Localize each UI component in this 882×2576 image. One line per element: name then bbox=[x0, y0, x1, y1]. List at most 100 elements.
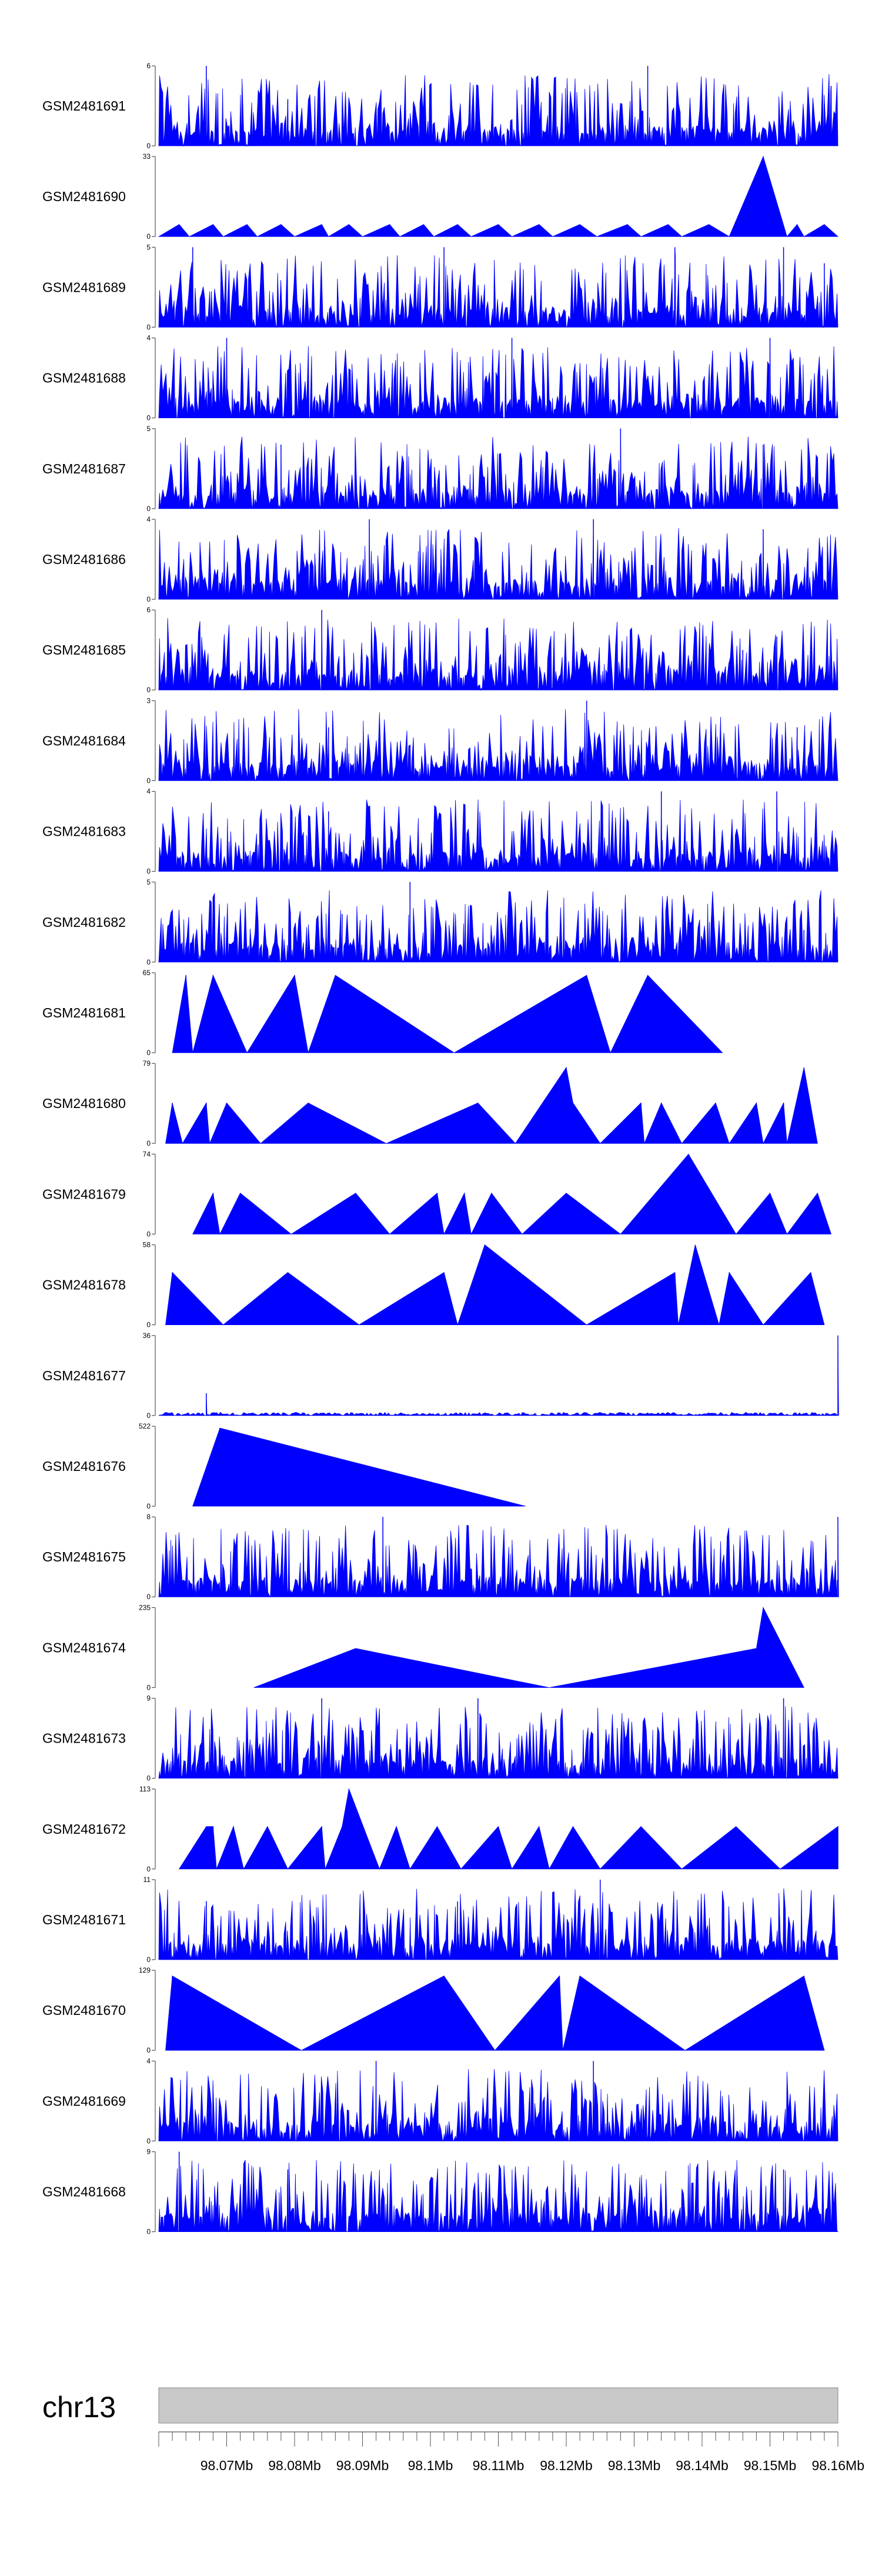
coverage-area bbox=[192, 1427, 526, 1507]
track-label: GSM2481673 bbox=[42, 1731, 126, 1746]
track-label: GSM2481686 bbox=[42, 552, 126, 567]
coverage-area bbox=[172, 974, 723, 1054]
track-GSM2481679: GSM2481679 74 0 bbox=[42, 1150, 832, 1238]
track-label: GSM2481683 bbox=[42, 824, 126, 839]
coverage-area bbox=[158, 1698, 838, 1779]
y-tick-label: 33 bbox=[143, 152, 151, 161]
track-label: GSM2481681 bbox=[42, 1005, 126, 1020]
coverage-area bbox=[165, 1067, 818, 1144]
track-GSM2481673: GSM2481673 9 0 bbox=[42, 1694, 838, 1783]
y-tick-label: 74 bbox=[143, 1150, 151, 1158]
track-label: GSM2481669 bbox=[42, 2093, 126, 2108]
x-tick-label: 98.09Mb bbox=[336, 2458, 389, 2473]
track-GSM2481670: GSM2481670 129 0 bbox=[42, 1966, 825, 2054]
y-tick-label: 0 bbox=[146, 323, 151, 331]
x-tick-label: 98.11Mb bbox=[473, 2458, 524, 2473]
coverage-area bbox=[158, 882, 838, 963]
y-tick-label: 0 bbox=[146, 1049, 151, 1057]
y-tick-label: 5 bbox=[146, 878, 151, 886]
track-label: GSM2481684 bbox=[42, 733, 126, 748]
coverage-area bbox=[158, 428, 838, 510]
coverage-area bbox=[158, 700, 838, 782]
y-tick-label: 65 bbox=[143, 969, 151, 977]
y-tick-label: 6 bbox=[146, 606, 151, 614]
data-tracks: GSM248169160GSM2481690330GSM248168950GSM… bbox=[42, 62, 839, 2236]
y-tick-label: 0 bbox=[146, 2228, 151, 2236]
x-tick-label: 98.12Mb bbox=[540, 2458, 593, 2473]
y-tick-label: 0 bbox=[146, 2046, 151, 2054]
coverage-area bbox=[158, 1517, 839, 1598]
coverage-area bbox=[192, 1153, 832, 1235]
y-tick-label: 0 bbox=[146, 1502, 151, 1510]
track-GSM2481686: GSM2481686 4 0 bbox=[42, 515, 838, 603]
x-tick-label: 98.15Mb bbox=[744, 2458, 797, 2473]
y-tick-label: 9 bbox=[146, 1694, 151, 1703]
y-tick-label: 0 bbox=[146, 1774, 151, 1783]
track-GSM2481690: GSM2481690 33 0 bbox=[42, 152, 839, 241]
y-tick-label: 4 bbox=[146, 788, 151, 796]
coverage-area bbox=[158, 156, 839, 238]
y-tick-label: 58 bbox=[143, 1241, 151, 1249]
y-tick-label: 0 bbox=[146, 232, 151, 241]
track-label: GSM2481678 bbox=[42, 1277, 126, 1293]
y-tick-label: 6 bbox=[146, 62, 151, 70]
y-tick-label: 0 bbox=[146, 1683, 151, 1691]
track-label: GSM2481671 bbox=[42, 1912, 126, 1927]
track-label: GSM2481670 bbox=[42, 2003, 126, 2018]
y-tick-label: 8 bbox=[146, 1513, 151, 1521]
y-tick-label: 11 bbox=[143, 1876, 151, 1884]
track-GSM2481684: GSM2481684 3 0 bbox=[42, 696, 838, 785]
y-tick-label: 0 bbox=[146, 1412, 151, 1420]
y-tick-label: 522 bbox=[139, 1422, 151, 1430]
track-GSM2481676: GSM2481676 522 0 bbox=[42, 1422, 526, 1510]
coverage-area bbox=[158, 791, 838, 873]
y-tick-label: 235 bbox=[139, 1603, 151, 1611]
y-tick-label: 3 bbox=[146, 696, 151, 705]
coverage-area bbox=[158, 2061, 838, 2142]
track-GSM2481669: GSM2481669 4 0 bbox=[42, 2057, 838, 2145]
y-tick-label: 0 bbox=[146, 142, 151, 150]
y-tick-label: 0 bbox=[146, 505, 151, 513]
y-tick-label: 36 bbox=[143, 1332, 151, 1340]
y-tick-label: 129 bbox=[139, 1966, 151, 1974]
y-tick-label: 0 bbox=[146, 1230, 151, 1238]
coverage-area bbox=[158, 2151, 839, 2233]
track-label: GSM2481672 bbox=[42, 1821, 126, 1837]
track-label: GSM2481675 bbox=[42, 1549, 126, 1564]
track-label: GSM2481691 bbox=[42, 98, 126, 114]
coverage-area bbox=[158, 65, 838, 147]
track-GSM2481688: GSM2481688 4 0 bbox=[42, 334, 838, 422]
coverage-area bbox=[165, 1244, 825, 1326]
y-tick-label: 5 bbox=[146, 243, 151, 251]
y-tick-label: 4 bbox=[146, 334, 151, 342]
track-GSM2481687: GSM2481687 5 0 bbox=[42, 425, 838, 513]
coverage-area bbox=[158, 519, 838, 600]
track-label: GSM2481688 bbox=[42, 371, 126, 386]
y-tick-label: 0 bbox=[146, 2137, 151, 2145]
track-label: GSM2481685 bbox=[42, 642, 126, 658]
track-label: GSM2481689 bbox=[42, 279, 126, 295]
track-GSM2481668: GSM2481668 9 0 bbox=[42, 2148, 839, 2236]
track-GSM2481677: GSM2481677 36 0 bbox=[42, 1332, 839, 1420]
y-tick-label: 0 bbox=[146, 1865, 151, 1873]
y-tick-label: 0 bbox=[146, 1321, 151, 1329]
coverage-area bbox=[158, 247, 838, 328]
track-GSM2481678: GSM2481678 58 0 bbox=[42, 1241, 825, 1329]
y-tick-label: 113 bbox=[139, 1785, 151, 1793]
track-GSM2481680: GSM2481680 79 0 bbox=[42, 1059, 818, 1147]
track-GSM2481672: GSM2481672 113 0 bbox=[42, 1785, 838, 1873]
y-tick-label: 0 bbox=[146, 867, 151, 876]
track-GSM2481671: GSM2481671 11 0 bbox=[42, 1876, 838, 1964]
y-tick-label: 0 bbox=[146, 958, 151, 966]
chromosome-axis: chr13 98.07Mb 98.08Mb 98.09Mb 98.1Mb 98.11Mb… bbox=[42, 2387, 864, 2473]
track-label: GSM2481677 bbox=[42, 1368, 126, 1383]
coverage-area bbox=[158, 1879, 838, 1961]
track-label: GSM2481676 bbox=[42, 1459, 126, 1474]
track-GSM2481674: GSM2481674 235 0 bbox=[42, 1603, 804, 1691]
y-tick-label: 0 bbox=[146, 595, 151, 603]
chromosome-band bbox=[158, 2387, 838, 2424]
coverage-area bbox=[158, 1335, 839, 1416]
coverage-area bbox=[253, 1607, 804, 1688]
track-label: GSM2481680 bbox=[42, 1096, 126, 1111]
